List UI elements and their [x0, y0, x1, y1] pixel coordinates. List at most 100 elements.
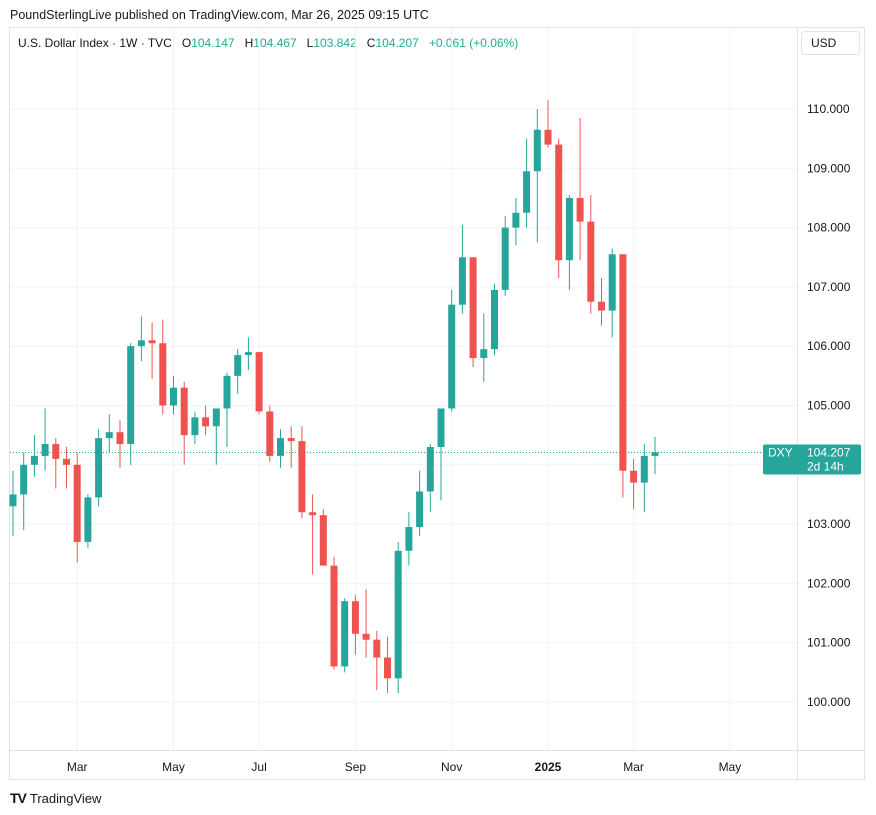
- candle-body: [598, 301, 605, 311]
- candle[interactable]: [651, 436, 659, 475]
- candle[interactable]: [30, 435, 38, 477]
- candle[interactable]: [319, 509, 327, 566]
- candle[interactable]: [41, 408, 49, 471]
- candle[interactable]: [640, 444, 648, 513]
- candles: [9, 100, 659, 694]
- price-tag-countdown: 2d 14h: [807, 460, 844, 474]
- candle-body: [52, 444, 60, 459]
- candle[interactable]: [576, 117, 584, 261]
- price-tick-label: 102.000: [807, 576, 851, 590]
- candle[interactable]: [523, 138, 531, 228]
- candle[interactable]: [212, 408, 220, 465]
- candle[interactable]: [159, 319, 167, 415]
- candle-body: [469, 257, 477, 359]
- candle[interactable]: [127, 343, 135, 465]
- candle[interactable]: [287, 426, 295, 468]
- candle-body: [277, 438, 284, 456]
- candle[interactable]: [373, 630, 381, 691]
- price-tick-label: 109.000: [807, 161, 851, 175]
- candle[interactable]: [480, 313, 488, 382]
- candle[interactable]: [202, 405, 210, 436]
- candle[interactable]: [298, 426, 306, 519]
- candle-body: [73, 464, 81, 542]
- candle-body: [576, 197, 584, 222]
- candle[interactable]: [555, 138, 563, 279]
- candle[interactable]: [180, 381, 188, 465]
- candle[interactable]: [170, 375, 177, 415]
- candle-body: [448, 304, 456, 409]
- candle[interactable]: [608, 248, 616, 338]
- candle[interactable]: [394, 541, 402, 694]
- candle[interactable]: [63, 447, 70, 489]
- candle[interactable]: [266, 405, 274, 462]
- candle-body: [319, 515, 327, 566]
- candle[interactable]: [416, 470, 424, 536]
- candle[interactable]: [234, 349, 242, 394]
- candle[interactable]: [105, 414, 113, 453]
- currency-selector[interactable]: USD: [801, 31, 860, 55]
- candle-body: [170, 387, 177, 406]
- legend-change: +0.061 (+0.06%): [428, 36, 519, 50]
- candle[interactable]: [491, 283, 498, 356]
- candle-body: [41, 444, 49, 456]
- candle[interactable]: [437, 408, 445, 501]
- legend-symbol[interactable]: U.S. Dollar Index · 1W · TVC: [18, 36, 172, 50]
- candle-body: [587, 221, 595, 302]
- price-tag-value: 104.207: [807, 446, 851, 460]
- candle[interactable]: [384, 636, 391, 694]
- candle[interactable]: [137, 316, 145, 362]
- candle[interactable]: [116, 420, 124, 468]
- candle-body: [148, 340, 156, 344]
- candle[interactable]: [458, 224, 466, 314]
- footer-brand[interactable]: TV TradingView: [10, 790, 101, 806]
- candle-body: [651, 452, 659, 456]
- price-tick-label: 101.000: [807, 636, 851, 650]
- candle[interactable]: [351, 595, 359, 655]
- candle[interactable]: [84, 494, 92, 548]
- candle[interactable]: [223, 372, 231, 448]
- candle-body: [202, 417, 210, 427]
- candle[interactable]: [95, 429, 103, 507]
- candle[interactable]: [405, 512, 413, 566]
- candle-body: [330, 565, 338, 667]
- candle[interactable]: [255, 352, 263, 415]
- candle-body: [84, 497, 92, 542]
- candle[interactable]: [20, 452, 28, 531]
- candle[interactable]: [598, 278, 605, 326]
- candle[interactable]: [309, 494, 317, 575]
- price-tick-label: 107.000: [807, 280, 851, 294]
- candle[interactable]: [277, 429, 284, 468]
- candle[interactable]: [587, 194, 595, 314]
- candle-body: [362, 633, 370, 640]
- grid-lines: [10, 28, 797, 750]
- candle[interactable]: [9, 470, 17, 536]
- candle[interactable]: [148, 322, 156, 379]
- candle-body: [63, 458, 70, 465]
- candle[interactable]: [544, 100, 552, 148]
- time-tick-label: 2025: [535, 760, 562, 774]
- candle[interactable]: [512, 197, 520, 246]
- candle[interactable]: [426, 444, 434, 513]
- legend-open-value: 104.147: [191, 36, 235, 50]
- candle[interactable]: [244, 337, 252, 370]
- candle[interactable]: [73, 452, 81, 563]
- candle[interactable]: [630, 458, 638, 510]
- candle[interactable]: [619, 254, 627, 498]
- candle-body: [180, 387, 188, 436]
- candle[interactable]: [191, 411, 199, 445]
- candle[interactable]: [52, 438, 60, 489]
- candle-body: [416, 491, 424, 528]
- tradingview-logo-icon: TV: [10, 790, 27, 806]
- candle[interactable]: [330, 556, 338, 670]
- candle[interactable]: [448, 289, 456, 412]
- candle[interactable]: [501, 215, 509, 296]
- candle-body: [95, 438, 103, 498]
- candle[interactable]: [565, 194, 573, 290]
- price-tick-label: 110.000: [807, 102, 850, 116]
- candle[interactable]: [469, 257, 477, 367]
- candle[interactable]: [362, 589, 370, 658]
- candle[interactable]: [533, 109, 541, 243]
- candle[interactable]: [341, 598, 349, 673]
